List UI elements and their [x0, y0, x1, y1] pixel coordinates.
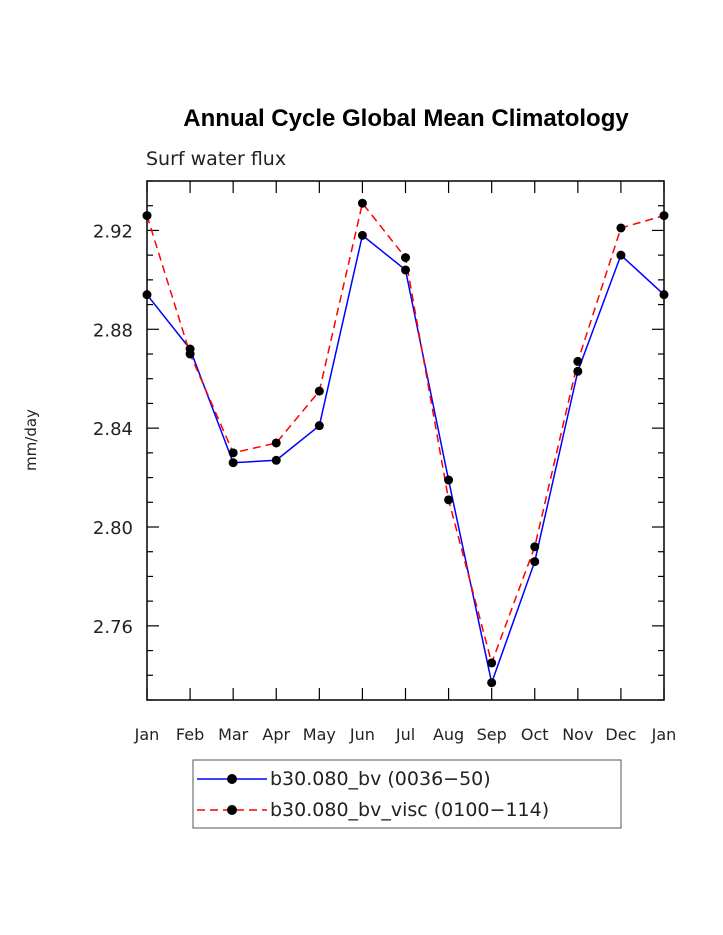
- x-tick-label: Nov: [562, 725, 593, 744]
- x-tick-label: Oct: [521, 725, 549, 744]
- data-point-series-2: [185, 349, 195, 359]
- legend: b30.080_bv (0036−50) b30.080_bv_visc (01…: [192, 759, 622, 829]
- data-point-series-2: [573, 356, 583, 366]
- legend-label-series-1: b30.080_bv (0036−50): [270, 768, 491, 790]
- x-tick-label: Jan: [134, 725, 160, 744]
- data-point-series-1: [228, 458, 238, 468]
- data-point-series-1: [357, 230, 367, 240]
- x-tick-label: Sep: [477, 725, 507, 744]
- chart-subtitle: Surf water flux: [146, 148, 286, 170]
- data-point-series-2: [228, 448, 238, 458]
- x-tick-label: Jul: [395, 725, 415, 744]
- data-point-series-2: [142, 211, 152, 221]
- data-point-series-1: [616, 250, 626, 260]
- data-point-series-2: [616, 223, 626, 233]
- data-point-series-2: [659, 211, 669, 221]
- y-tick-label: 2.76: [93, 617, 133, 638]
- data-point-series-2: [401, 253, 410, 263]
- data-point-series-2: [487, 658, 497, 668]
- data-point-series-2: [357, 198, 367, 208]
- series-line-1: [146, 234, 665, 686]
- data-point-series-2: [444, 495, 454, 505]
- data-point-series-1: [271, 455, 281, 465]
- data-point-series-2: [271, 438, 281, 448]
- data-point-series-1: [573, 366, 583, 376]
- x-tick-label: Dec: [605, 725, 636, 744]
- y-tick-label: 2.80: [93, 518, 133, 539]
- x-tick-label: Jun: [349, 725, 375, 744]
- y-axis-label: mm/day: [22, 409, 40, 471]
- x-tick-label: Feb: [176, 725, 204, 744]
- y-axis-tick-labels: 2.76 2.80 2.84 2.88 2.92: [93, 221, 133, 637]
- data-point-series-1: [487, 678, 497, 688]
- data-point-series-1: [659, 290, 669, 300]
- data-point-series-1: [314, 421, 324, 431]
- data-point-series-1: [444, 475, 454, 485]
- y-tick-label: 2.92: [93, 221, 133, 242]
- legend-marker-series-1: [227, 774, 237, 784]
- data-point-series-1: [530, 557, 540, 567]
- x-tick-label: Jan: [651, 725, 677, 744]
- legend-box: [192, 759, 622, 829]
- x-tick-label: Aug: [433, 725, 464, 744]
- data-point-series-1: [142, 290, 152, 300]
- y-tick-label: 2.88: [93, 320, 133, 341]
- x-tick-label: Mar: [218, 725, 249, 744]
- series-layer: [142, 198, 669, 688]
- x-tick-label: May: [303, 725, 336, 744]
- legend-label-series-2: b30.080_bv_visc (0100−114): [270, 799, 549, 821]
- axis-ticks: [146, 180, 665, 701]
- data-point-series-1: [401, 265, 410, 275]
- x-tick-label: Apr: [262, 725, 290, 744]
- data-point-series-2: [314, 386, 324, 396]
- y-tick-label: 2.84: [93, 419, 133, 440]
- legend-marker-series-2: [227, 805, 237, 815]
- data-point-series-2: [530, 542, 540, 552]
- chart-title: Annual Cycle Global Mean Climatology: [183, 105, 629, 132]
- x-axis-tick-labels: Jan Feb Mar Apr May Jun Jul Aug Sep Oct Nov Dec Jan: [134, 725, 677, 744]
